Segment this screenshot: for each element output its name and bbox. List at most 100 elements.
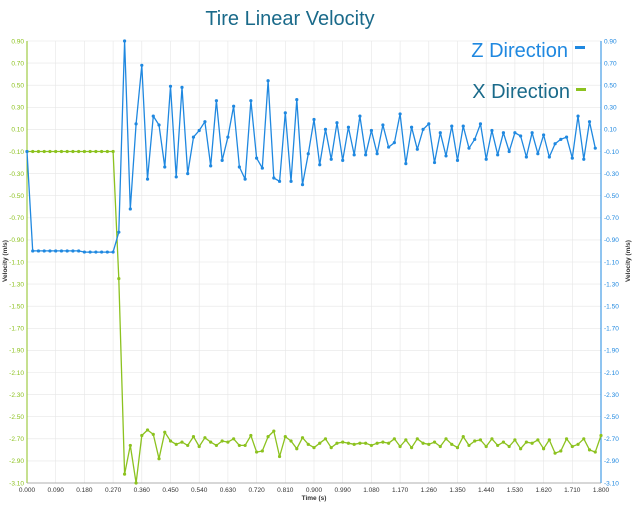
data-point-z-direction — [427, 122, 431, 126]
axes — [26, 41, 602, 484]
data-point-z-direction — [77, 249, 81, 253]
data-point-z-direction — [220, 158, 224, 162]
data-point-z-direction — [232, 104, 236, 108]
x-tick-label: 1.350 — [449, 487, 466, 494]
data-point-z-direction — [323, 127, 328, 131]
data-point-z-direction — [82, 250, 86, 254]
left-y-tick-label: -0.30 — [9, 171, 24, 178]
right-y-tick-label: -2.10 — [604, 370, 619, 377]
data-point-z-direction — [100, 250, 104, 254]
data-point-z-direction — [283, 111, 287, 115]
data-point-x-direction — [507, 444, 511, 449]
data-point-x-direction — [599, 433, 603, 438]
data-point-x-direction — [77, 149, 81, 154]
left-y-tick-label: -1.70 — [9, 326, 24, 333]
right-y-tick-label: -2.70 — [604, 436, 619, 443]
data-point-x-direction — [375, 441, 379, 445]
data-point-z-direction — [547, 155, 551, 159]
x-tick-label: 0.810 — [277, 487, 294, 494]
left-y-tick-label: 0.70 — [11, 60, 24, 67]
data-point-z-direction — [450, 124, 454, 128]
data-point-x-direction — [249, 433, 253, 438]
right-y-tick-label: -2.50 — [604, 414, 619, 421]
data-point-z-direction — [111, 250, 115, 254]
data-point-x-direction — [295, 447, 299, 451]
data-point-z-direction — [582, 157, 586, 161]
data-point-z-direction — [36, 249, 41, 253]
data-point-x-direction — [122, 472, 127, 476]
data-point-x-direction — [209, 440, 213, 444]
data-point-z-direction — [255, 156, 259, 160]
data-point-z-direction — [587, 120, 592, 124]
left-y-tick-label: 0.30 — [11, 105, 24, 112]
data-point-x-direction — [214, 443, 219, 448]
data-point-z-direction — [163, 165, 167, 169]
data-point-x-direction — [186, 443, 190, 448]
data-point-z-direction — [151, 114, 155, 118]
x-tick-label: 0.180 — [76, 487, 93, 494]
legend: Z Direction X Direction — [471, 40, 586, 103]
left-y-tick-label: -2.50 — [9, 414, 24, 421]
left-y-tick-label: -2.90 — [9, 458, 24, 465]
data-point-z-direction — [536, 152, 540, 156]
right-y-axis-title: Velocity (m/s) — [625, 240, 632, 282]
x-tick-label: 0.630 — [220, 487, 237, 494]
series-line-z-direction — [26, 40, 596, 253]
data-point-x-direction — [341, 440, 345, 444]
data-point-z-direction — [507, 149, 511, 154]
data-point-x-direction — [140, 433, 144, 438]
data-point-z-direction — [387, 145, 391, 149]
data-point-z-direction — [392, 141, 396, 145]
right-y-tick-label: -1.90 — [604, 348, 619, 355]
data-point-z-direction — [519, 134, 523, 138]
data-point-x-direction — [438, 444, 442, 449]
data-point-x-direction — [593, 450, 597, 454]
data-point-x-direction — [513, 438, 517, 442]
data-point-z-direction — [444, 154, 448, 158]
data-point-z-direction — [513, 131, 517, 135]
data-point-x-direction — [582, 437, 586, 441]
left-y-tick-label: -1.10 — [9, 259, 24, 266]
data-point-z-direction — [140, 63, 144, 67]
left-y-tick-label: -1.50 — [9, 304, 24, 311]
left-y-axis-ticks: 0.90 0.70 0.50 0.30 0.10 -0.10 -0.30 -0.50 -0.70… — [9, 38, 24, 487]
left-y-tick-label: -0.70 — [9, 215, 24, 222]
data-point-x-direction — [237, 443, 241, 448]
left-y-tick-label: -0.90 — [9, 237, 24, 244]
x-axis-title: Time (s) — [302, 495, 327, 502]
data-point-x-direction — [163, 430, 167, 434]
right-y-tick-label: -2.90 — [604, 458, 619, 465]
data-point-z-direction — [134, 122, 138, 126]
data-point-z-direction — [501, 131, 506, 135]
x-axis-ticks: 0.000 0.090 0.180 0.270 0.360 0.450 0.540 0.630… — [19, 487, 610, 494]
data-point-x-direction — [524, 440, 528, 444]
data-point-x-direction — [404, 438, 408, 442]
data-point-z-direction — [209, 164, 213, 168]
data-point-x-direction — [335, 441, 339, 445]
data-point-z-direction — [277, 179, 282, 183]
data-point-x-direction — [306, 442, 310, 446]
data-point-z-direction — [54, 249, 58, 253]
data-point-x-direction — [283, 434, 287, 439]
data-point-x-direction — [220, 439, 224, 443]
data-point-x-direction — [255, 450, 259, 454]
data-point-z-direction — [576, 114, 580, 118]
right-y-tick-label: 0.90 — [604, 38, 617, 45]
data-point-x-direction — [450, 442, 454, 446]
data-point-z-direction — [249, 99, 253, 103]
data-point-z-direction — [409, 125, 414, 129]
data-point-x-direction — [455, 446, 460, 450]
data-point-z-direction — [432, 160, 437, 165]
data-point-x-direction — [387, 441, 391, 445]
data-point-x-direction — [576, 442, 580, 446]
data-point-x-direction — [329, 446, 333, 450]
data-point-z-direction — [306, 152, 310, 156]
data-point-x-direction — [266, 434, 270, 439]
data-point-x-direction — [168, 439, 173, 443]
data-point-x-direction — [461, 434, 465, 439]
data-point-z-direction — [496, 153, 500, 157]
data-point-x-direction — [490, 437, 494, 441]
data-point-x-direction — [128, 443, 132, 448]
data-point-x-direction — [157, 457, 161, 461]
